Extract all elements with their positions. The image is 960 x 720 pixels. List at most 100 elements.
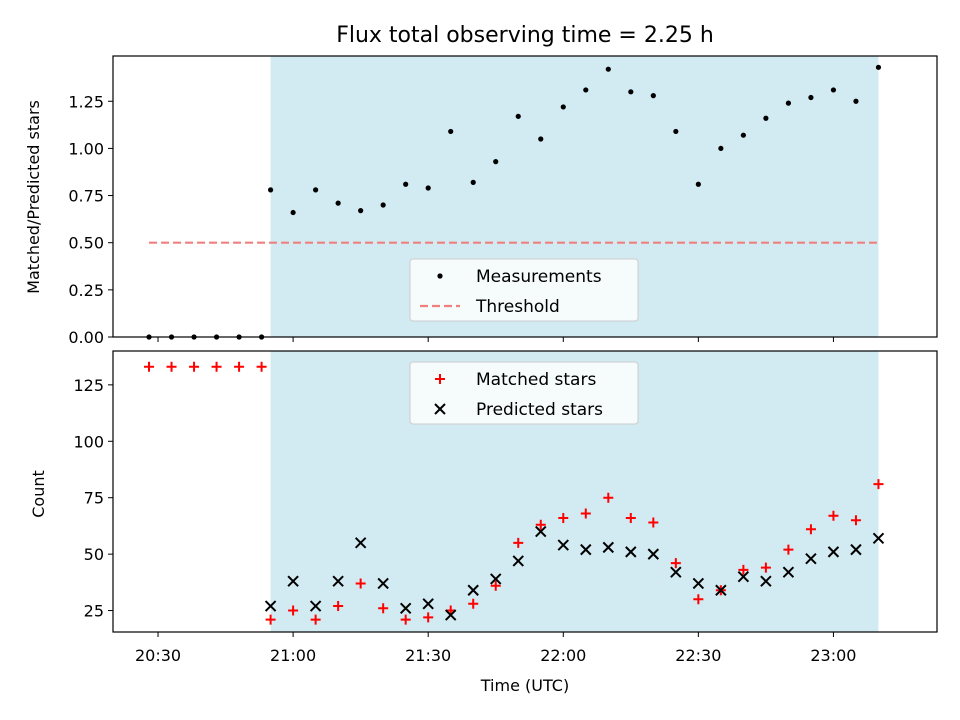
data-point (335, 200, 341, 206)
chart-title: Flux total observing time = 2.25 h (336, 23, 714, 48)
y-tick-label: 75 (84, 489, 104, 508)
legend-label: Matched stars (476, 370, 596, 390)
data-point (513, 537, 524, 548)
data-point (234, 361, 245, 372)
data-point (490, 573, 502, 585)
data-point (872, 532, 885, 545)
data-point (580, 508, 591, 519)
data-point (448, 128, 454, 135)
data-point (287, 575, 299, 587)
data-point (602, 541, 615, 554)
data-point (828, 510, 839, 521)
data-point (783, 544, 794, 555)
data-point (805, 524, 816, 535)
data-point (603, 492, 614, 503)
data-point (313, 187, 319, 193)
x-tick-label: 21:30 (405, 646, 451, 665)
data-point (493, 159, 499, 165)
data-point (189, 361, 200, 372)
data-point (380, 202, 386, 208)
data-point (673, 128, 679, 135)
data-point (875, 64, 882, 70)
legend-swatch (435, 374, 445, 384)
data-point (693, 594, 704, 605)
y-tick-label: 0.50 (68, 234, 104, 253)
legend-swatch (437, 273, 443, 279)
bottom-plot-panel: 25 50 75 100 125 20:30 21:00 21:30 22:00 22:30 23:… (73, 350, 938, 665)
y-tick-label: 1.00 (68, 139, 104, 158)
data-point (264, 600, 277, 612)
data-point (425, 185, 431, 191)
data-point (808, 94, 814, 101)
data-point (355, 578, 366, 589)
y-tick-label: 0.75 (68, 187, 104, 206)
y-tick-label: 25 (84, 602, 104, 621)
legend-label: Threshold (475, 297, 560, 317)
data-point (830, 87, 837, 93)
data-point (625, 513, 636, 524)
data-point (265, 614, 276, 625)
y-tick-label: 50 (84, 545, 104, 564)
y-tick-label: 1.25 (68, 92, 104, 111)
data-point (827, 546, 840, 558)
data-point (580, 543, 592, 556)
data-point (560, 104, 566, 110)
data-point (737, 570, 750, 583)
y-tick-label: 100 (73, 432, 104, 451)
data-point (650, 93, 656, 99)
data-point (354, 537, 367, 549)
data-point (850, 515, 861, 526)
data-point (309, 600, 322, 612)
data-point (648, 517, 659, 528)
data-point (515, 113, 521, 119)
data-point (738, 564, 749, 575)
bottom-y-axis-label: Count (29, 470, 48, 518)
data-point (403, 181, 409, 187)
data-point (670, 558, 681, 569)
data-point (647, 548, 660, 560)
data-point (470, 179, 476, 185)
legend-box (409, 258, 639, 322)
legend-label: Measurements (476, 267, 602, 287)
x-tick-label: 23:00 (810, 646, 856, 665)
y-tick-label: 0.25 (68, 281, 104, 300)
top-plot-panel: 0.00 0.25 0.50 0.75 1.00 1.25 Measurements Thre… (68, 55, 938, 347)
data-point (512, 555, 524, 567)
data-point (333, 601, 344, 612)
data-point (740, 132, 746, 138)
legend-label: Predicted stars (476, 400, 603, 420)
data-point (399, 602, 412, 615)
data-point (422, 598, 434, 610)
axes-frame (112, 55, 938, 338)
data-point (850, 543, 862, 556)
data-point (692, 577, 705, 590)
data-point (670, 566, 682, 578)
data-point (853, 98, 859, 104)
data-point (628, 89, 634, 95)
data-point (377, 577, 389, 590)
data-point (267, 187, 274, 193)
data-point (873, 479, 884, 490)
data-point (625, 546, 637, 558)
data-point (538, 136, 544, 142)
data-point (557, 539, 569, 551)
data-point (288, 605, 299, 616)
data-point (144, 361, 155, 372)
data-point (490, 580, 501, 591)
data-point (332, 575, 344, 587)
data-point (763, 115, 769, 121)
x-axis-label: Time (UTC) (480, 676, 569, 695)
data-point (444, 609, 457, 621)
data-point (467, 584, 479, 596)
data-point (718, 145, 724, 152)
data-point (695, 181, 701, 187)
x-tick-label: 22:30 (675, 646, 721, 665)
top-y-axis-label: Matched/Predicted stars (24, 100, 43, 294)
data-point (310, 614, 321, 625)
data-point (290, 209, 296, 216)
axes-frame (112, 350, 938, 633)
x-tick-label: 22:00 (540, 646, 586, 665)
x-tick-label: 21:00 (270, 646, 316, 665)
data-point (535, 525, 547, 538)
